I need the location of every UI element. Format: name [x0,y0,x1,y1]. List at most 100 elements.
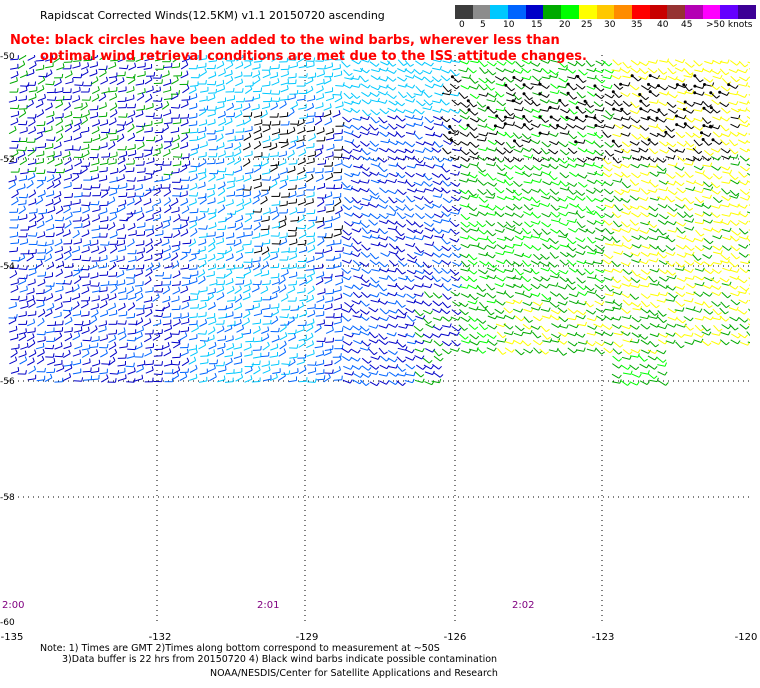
wind-barb [566,283,574,291]
wind-barb [719,61,728,64]
wind-barb-flag [304,82,306,87]
wind-barb-flag [459,146,462,151]
wind-barb-flag [573,183,578,187]
wind-barb-flag [141,92,145,97]
wind-barb [306,171,315,174]
wind-barb-flag [359,286,363,291]
wind-barb [450,228,457,235]
wind-barb-flag [538,150,542,155]
wind-barb-flag [321,85,324,90]
wind-barb-flag [572,124,577,129]
wind-barb-flag [745,220,749,225]
wind-barb [316,274,324,279]
wind-barb [64,148,73,151]
wind-barb [665,125,672,132]
wind-barb [478,171,486,177]
wind-barb [595,211,602,219]
wind-barb [171,171,180,174]
wind-barb-flag [98,119,101,124]
wind-barb-flag [700,101,704,106]
wind-barb-flag [23,109,27,114]
wind-barb [18,112,26,118]
wind-barb [289,210,298,215]
wind-barb-flag [664,86,669,91]
wind-barb [703,150,711,156]
wind-barb-flag [194,228,198,233]
wind-barb [378,116,385,124]
wind-barb [152,265,161,271]
wind-barb-flag [26,126,28,131]
wind-barb [603,235,611,242]
wind-barb [496,237,505,241]
wind-barb-flag [350,100,354,105]
wind-barb-flag [411,183,416,188]
wind-barb [64,196,73,199]
wind-barb [324,249,333,254]
wind-barb [45,194,54,198]
wind-barb [674,67,683,72]
wind-barb-flag [402,141,406,145]
contamination-dot [709,91,713,95]
wind-barb [163,98,172,101]
wind-barb-flag [288,120,290,125]
wind-barb-flag [348,236,352,241]
wind-barb [110,59,119,62]
wind-barb-flag [283,284,287,289]
wind-barb [217,153,226,158]
contamination-dot [702,124,706,128]
wind-barb [189,139,198,142]
wind-barb [136,215,145,221]
wind-barb [416,189,425,193]
wind-barb [362,197,371,202]
wind-barb-flag [718,228,722,233]
wind-barb-flag [664,75,668,80]
wind-barb [486,244,495,249]
wind-barb [478,133,487,137]
wind-barb [80,71,89,77]
wind-barb [216,267,225,270]
wind-barb-flag [160,102,163,108]
wind-barb [620,92,628,97]
wind-barb [413,68,421,75]
wind-barb-flag [284,100,287,105]
wind-barb-flag [746,100,750,105]
wind-barb [638,147,646,153]
wind-barb-flag [521,86,525,90]
wind-barb [404,213,412,218]
wind-barb-flag [547,107,550,112]
wind-barb [620,68,628,74]
wind-barb [623,252,631,258]
wind-barb-flag [22,253,26,258]
wind-barb [252,178,261,182]
wind-barb [98,178,107,182]
wind-barb [488,132,497,136]
wind-barb [719,277,727,283]
wind-barb-flag [81,81,84,86]
wind-barb [162,248,171,253]
wind-barb [306,161,315,165]
wind-barb-flag [636,273,641,277]
wind-barb-flag [214,64,216,69]
wind-barb [53,182,61,189]
wind-barb [342,229,350,236]
wind-barb [738,244,746,249]
wind-barb [703,77,711,83]
wind-barb [541,171,550,176]
wind-barb [675,244,684,250]
wind-barb-flag [718,204,722,209]
wind-barb [613,99,620,107]
wind-barb-flag [582,118,587,123]
wind-barb [99,162,108,166]
wind-barb-flag [41,213,44,218]
wind-barb-flag [665,186,669,191]
wind-barb [181,132,190,135]
wind-barb [666,220,675,226]
wind-barb-flag [97,93,100,98]
wind-barb [287,169,296,174]
wind-barb [413,123,422,127]
wind-barb-flag [745,158,750,162]
wind-barb [35,263,43,269]
wind-barb-flag [602,107,605,112]
wind-barb-flag [49,253,53,258]
wind-barb-flag [645,276,649,281]
